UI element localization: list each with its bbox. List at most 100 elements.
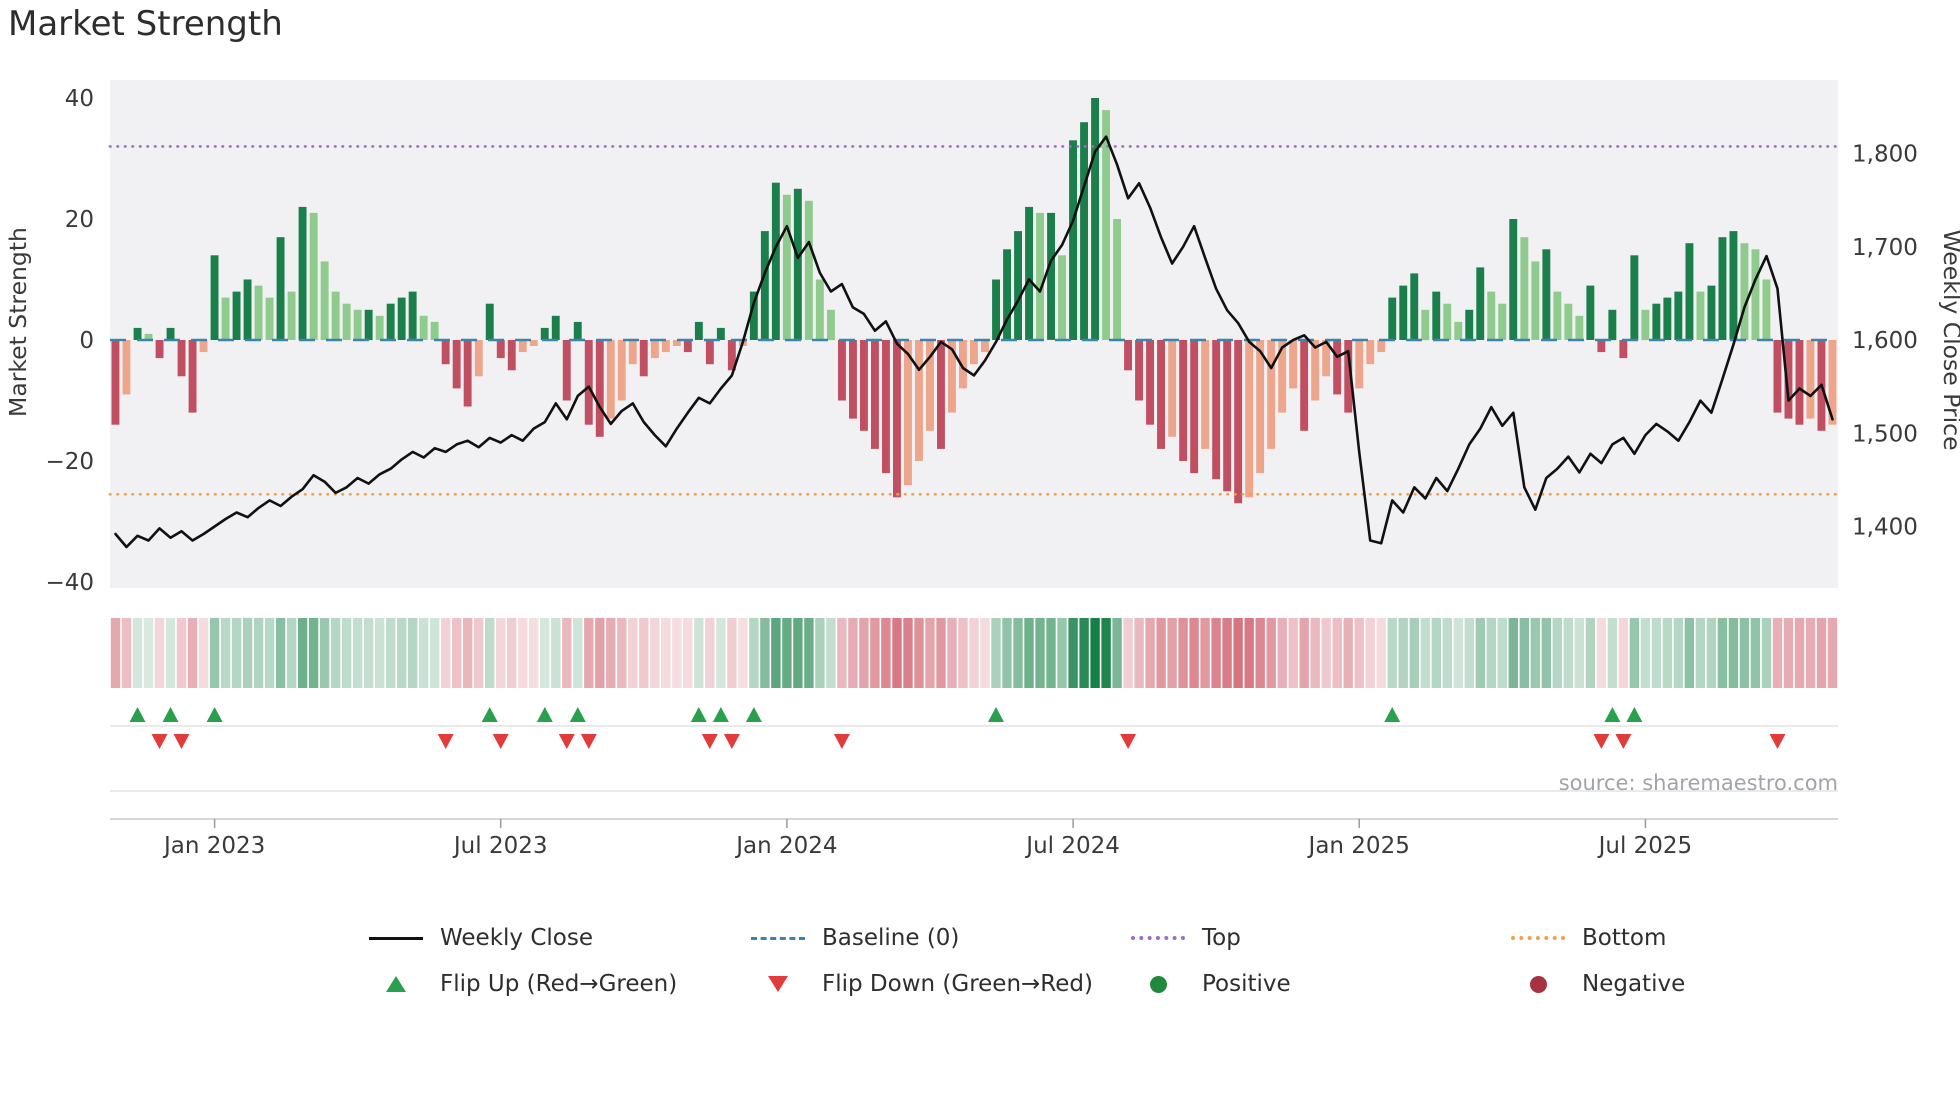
heatmap-cell bbox=[705, 618, 715, 688]
legend-item-baseline: Baseline (0) bbox=[750, 918, 1130, 958]
legend-label: Negative bbox=[1582, 971, 1686, 997]
strength-bar bbox=[1641, 309, 1650, 341]
strength-bar bbox=[1707, 285, 1716, 340]
flip-down-marker bbox=[151, 734, 168, 749]
heatmap-cell bbox=[584, 618, 594, 688]
heatmap-cell bbox=[1629, 618, 1640, 688]
strength-bar bbox=[353, 309, 362, 341]
heatmap-cell bbox=[892, 618, 902, 688]
strength-bar bbox=[1168, 340, 1177, 437]
heatmap-cell bbox=[1354, 618, 1364, 688]
strength-bar bbox=[166, 327, 175, 340]
heatmap-cell bbox=[1827, 618, 1838, 688]
heatmap-cell bbox=[980, 618, 990, 688]
legend-item-positive: Positive bbox=[1130, 964, 1510, 1004]
heatmap-cell bbox=[1233, 618, 1243, 688]
flip-down-icon bbox=[750, 976, 806, 992]
strength-bar bbox=[507, 340, 516, 371]
strength-bar bbox=[727, 340, 736, 371]
strength-bar bbox=[1289, 340, 1298, 389]
heatmap-cell bbox=[1068, 618, 1078, 688]
heatmap-cell bbox=[363, 618, 374, 688]
strength-bar bbox=[970, 340, 978, 365]
heatmap-cell bbox=[1552, 618, 1562, 688]
strength-bar bbox=[1674, 291, 1683, 340]
heatmap-cell bbox=[1101, 618, 1111, 688]
heatmap-cell bbox=[1530, 618, 1540, 688]
heatmap-cell bbox=[1211, 618, 1221, 688]
top-line-swatch bbox=[1130, 936, 1186, 940]
flip-down-marker bbox=[833, 734, 850, 749]
strength-bar bbox=[1025, 206, 1033, 340]
heatmap-cell bbox=[143, 618, 154, 688]
heatmap-cell bbox=[1112, 618, 1122, 688]
strength-bar bbox=[1696, 291, 1705, 340]
heatmap-cell bbox=[1310, 618, 1320, 688]
legend-item-negative: Negative bbox=[1510, 964, 1890, 1004]
strength-bar bbox=[1531, 261, 1540, 340]
heatmap-cell bbox=[1376, 618, 1386, 688]
heatmap-cell bbox=[936, 618, 946, 688]
heatmap-cell bbox=[1387, 618, 1397, 688]
heatmap-cell bbox=[1321, 618, 1331, 688]
heatmap-cell bbox=[947, 618, 957, 688]
heatmap-cell bbox=[1035, 618, 1045, 688]
strength-bar bbox=[1256, 340, 1265, 474]
strength-bar bbox=[981, 340, 989, 353]
heatmap-cell bbox=[628, 618, 638, 688]
heatmap-cell bbox=[1200, 618, 1210, 688]
flip-down-marker bbox=[173, 734, 190, 749]
strength-bar bbox=[1036, 212, 1044, 340]
left-axis-tick-label: 40 bbox=[65, 86, 94, 112]
heatmap-cell bbox=[562, 618, 572, 688]
strength-bar bbox=[1223, 340, 1232, 492]
strength-bar bbox=[551, 315, 560, 340]
heatmap-cell bbox=[639, 618, 649, 688]
strength-bar bbox=[1729, 231, 1738, 340]
flip-up-marker bbox=[206, 707, 223, 722]
heatmap-cell bbox=[1640, 618, 1651, 688]
strength-bar bbox=[1245, 340, 1254, 498]
heatmap-cell bbox=[683, 618, 693, 688]
legend-item-top: Top bbox=[1130, 918, 1510, 958]
strength-bar bbox=[1124, 340, 1132, 371]
strength-bar bbox=[650, 340, 659, 359]
heatmap-cell bbox=[375, 618, 385, 688]
legend-label: Baseline (0) bbox=[822, 925, 960, 951]
heatmap-cell bbox=[1739, 618, 1750, 688]
strength-bar bbox=[188, 340, 197, 413]
heatmap-cell bbox=[1266, 618, 1276, 688]
heatmap-cell bbox=[1508, 618, 1518, 688]
strength-bar bbox=[1762, 279, 1771, 340]
heatmap-cell bbox=[804, 618, 814, 688]
strength-bar bbox=[1212, 340, 1221, 480]
strength-bar bbox=[364, 309, 373, 341]
strength-bar bbox=[1421, 309, 1430, 341]
heatmap-cell bbox=[1717, 618, 1728, 688]
strength-bar bbox=[430, 321, 439, 340]
strength-bar bbox=[694, 321, 703, 340]
strength-bar bbox=[375, 315, 384, 340]
heatmap-cell bbox=[518, 618, 528, 688]
strength-bar bbox=[1157, 340, 1165, 449]
strength-bar bbox=[760, 231, 769, 340]
strength-bar bbox=[1784, 340, 1793, 419]
heatmap-cell bbox=[1299, 618, 1309, 688]
heatmap-cell bbox=[793, 618, 803, 688]
strength-bar bbox=[926, 340, 934, 431]
heatmap-cell bbox=[452, 618, 462, 688]
heatmap-cell bbox=[1431, 618, 1441, 688]
heatmap-cell bbox=[352, 618, 363, 688]
strength-bar bbox=[1685, 243, 1694, 340]
heatmap-cell bbox=[738, 618, 748, 688]
strength-bar bbox=[1069, 140, 1077, 340]
heatmap-cell bbox=[870, 618, 880, 688]
strength-bar bbox=[948, 340, 956, 413]
strength-bar bbox=[584, 340, 593, 425]
strength-bar bbox=[1586, 285, 1595, 340]
heatmap-cell bbox=[782, 618, 792, 688]
strength-bar bbox=[397, 297, 406, 340]
heatmap-cell bbox=[749, 618, 759, 688]
strength-bar bbox=[1234, 340, 1243, 504]
strength-bar bbox=[452, 340, 461, 389]
